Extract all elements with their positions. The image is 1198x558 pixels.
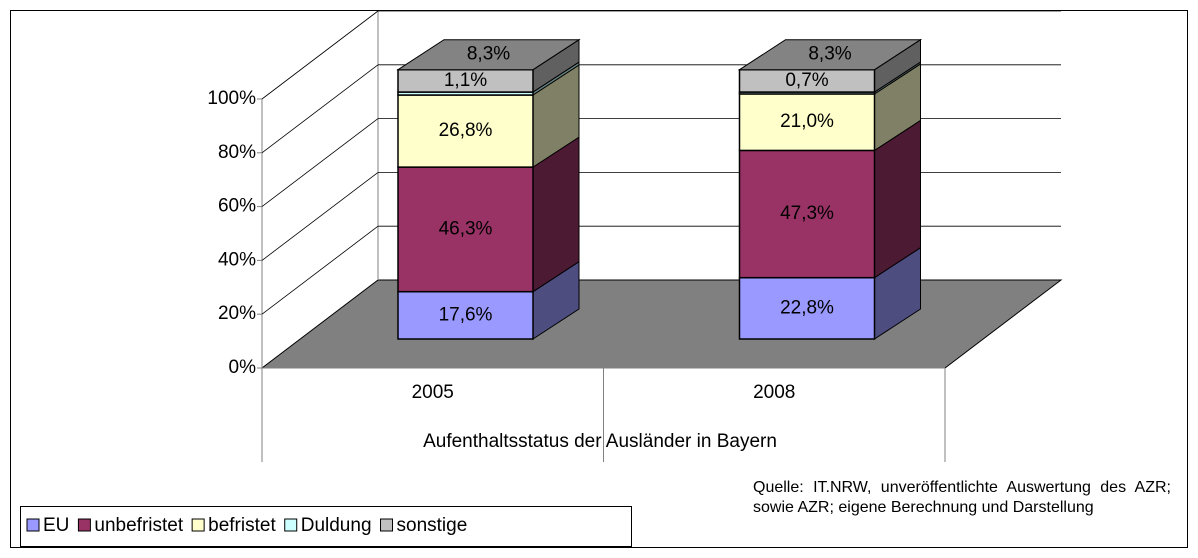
bar-top (396, 39, 581, 71)
legend (20, 506, 632, 547)
bar-segment (738, 276, 876, 340)
floor (260, 279, 1063, 369)
bar-segment (397, 166, 534, 293)
x-tick-label: 2008 (753, 382, 795, 403)
chart-border (10, 10, 1188, 548)
data-label: 26,8% (439, 120, 493, 141)
data-label: 1,1% (444, 70, 487, 91)
y-tick-label: 20% (218, 303, 256, 324)
grid-line (261, 64, 379, 154)
y-tick-label: 60% (218, 196, 256, 217)
y-tick-label: 0% (229, 357, 257, 378)
legend-swatch (191, 518, 205, 532)
source-note: Quelle: IT.NRW, unveröffentlichte Auswer… (753, 479, 1171, 516)
bar-top (737, 39, 923, 71)
legend-label: sonstige (397, 515, 468, 536)
legend-label: EU (43, 515, 69, 536)
data-label: 8,3% (808, 44, 851, 65)
data-label: 21,0% (780, 111, 834, 132)
bar-segment (738, 93, 876, 152)
data-label: 46,3% (439, 218, 493, 239)
legend-label: unbefristet (94, 515, 183, 536)
legend-swatch (77, 518, 91, 532)
bar-segment (397, 94, 534, 168)
data-label: 17,6% (439, 304, 493, 325)
y-tick-label: 40% (218, 249, 256, 270)
data-label: 22,8% (780, 297, 834, 318)
y-tick-label: 80% (218, 142, 256, 163)
x-axis-label: Aufenthaltsstatus der Ausländer in Bayer… (423, 431, 777, 452)
legend-swatch (380, 518, 394, 532)
x-tick-label: 2005 (412, 382, 454, 403)
grid-line (261, 118, 379, 207)
legend-swatch (284, 518, 298, 532)
data-label: 47,3% (780, 203, 834, 224)
bar-segment (397, 290, 534, 340)
legend-swatch (26, 518, 40, 532)
data-label: 0,7% (785, 70, 828, 91)
legend-label: Duldung (301, 515, 372, 536)
grid-line (261, 172, 379, 261)
data-label: 8,3% (467, 44, 510, 65)
grid-line (261, 10, 379, 100)
grid-line (261, 225, 379, 315)
bar-segment (738, 149, 876, 279)
legend-label: befristet (208, 515, 276, 536)
y-tick-label: 100% (207, 88, 256, 109)
